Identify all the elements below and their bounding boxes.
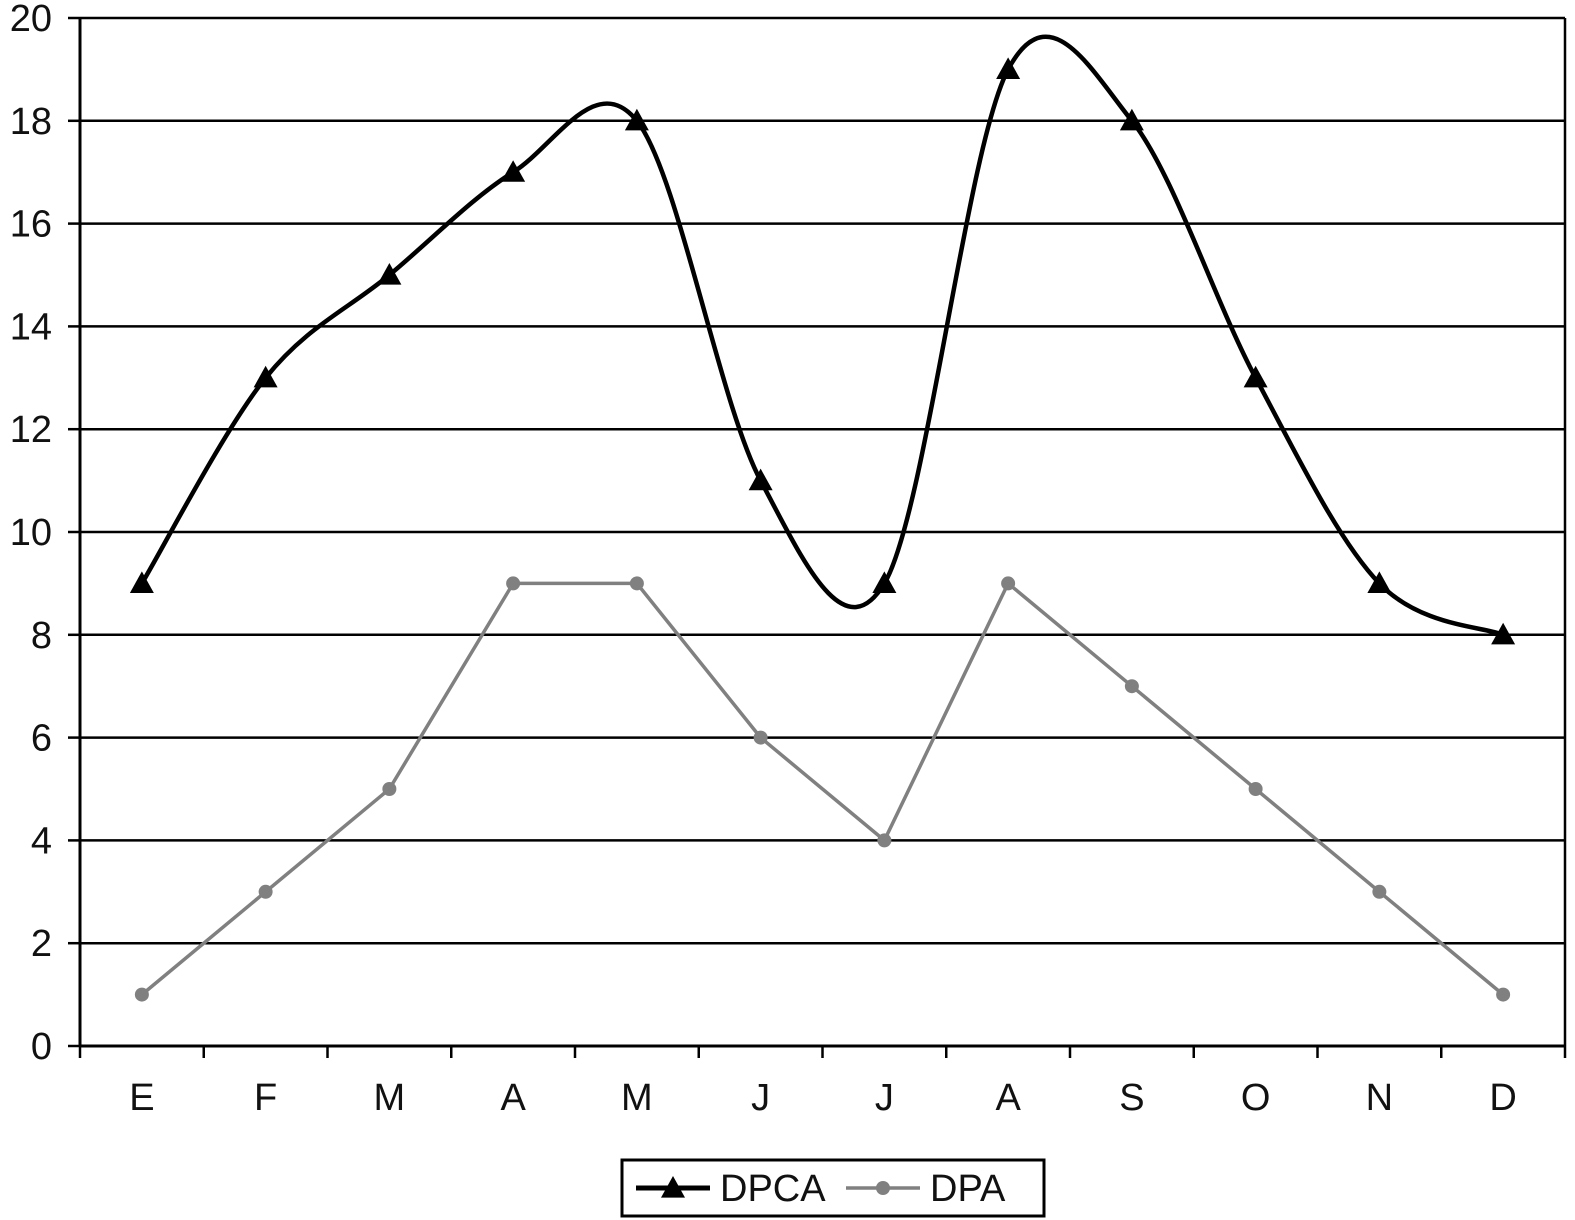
data-point-dpa: [382, 782, 397, 796]
legend-label-dpa: DPA: [930, 1168, 1006, 1210]
data-point-dpa: [1372, 884, 1387, 899]
series-dpa: [134, 576, 1511, 1002]
data-point-dpca: [624, 108, 649, 131]
y-tick-label: 0: [31, 1026, 52, 1068]
y-tick-label: 20: [10, 0, 52, 40]
grid-lines: [80, 16, 1565, 945]
data-point-dpa: [506, 576, 521, 591]
legend-label-dpca: DPCA: [720, 1168, 826, 1210]
x-tick-label: J: [875, 1077, 894, 1119]
data-point-dpa: [877, 833, 892, 848]
x-tick-label: J: [751, 1077, 770, 1119]
data-point-dpca: [501, 160, 526, 182]
data-point-dpa: [753, 730, 768, 745]
data-point-dpca: [1367, 571, 1392, 593]
data-point-dpca: [1243, 365, 1268, 388]
y-tick-label: 6: [31, 718, 52, 760]
x-tick-label: D: [1489, 1077, 1516, 1119]
data-point-dpca: [1119, 108, 1144, 131]
data-point-dpa: [1248, 782, 1263, 796]
series-dpca: [129, 34, 1516, 645]
x-tick-label: O: [1241, 1077, 1271, 1119]
data-point-dpa: [629, 576, 644, 591]
y-tick-label: 12: [10, 409, 52, 451]
data-point-dpca: [1491, 622, 1516, 645]
y-tick-label: 8: [31, 615, 52, 657]
data-point-dpca: [129, 571, 154, 593]
legend-item-dpca: DPCA: [636, 1168, 826, 1210]
x-tick-label: F: [254, 1077, 277, 1119]
data-point-dpa: [258, 884, 273, 899]
legend-marker-dpa: [876, 1181, 890, 1195]
axes: [68, 16, 1567, 1058]
y-tick-label: 2: [31, 923, 52, 965]
legend-marker-dpca: [661, 1176, 685, 1198]
y-tick-label: 10: [10, 512, 52, 554]
y-tick-labels: 0 2 4 6 8 10 12 14 16 18 20: [10, 0, 52, 1068]
data-point-dpca: [996, 57, 1021, 79]
x-tick-label: M: [621, 1077, 653, 1119]
data-point-dpca: [253, 365, 278, 388]
data-point-dpa: [1496, 987, 1511, 1002]
x-tick-label: N: [1366, 1077, 1393, 1119]
series: [129, 34, 1516, 1002]
data-point-dpca: [872, 571, 897, 593]
x-tick-label: M: [374, 1077, 406, 1119]
data-point-dpa: [1001, 576, 1016, 591]
y-tick-label: 16: [10, 204, 52, 246]
y-tick-label: 14: [10, 306, 52, 348]
legend-item-dpa: DPA: [846, 1168, 1006, 1210]
data-point-dpca: [748, 468, 773, 491]
x-tick-label: A: [500, 1077, 526, 1119]
y-tick-label: 18: [10, 101, 52, 143]
series-line-dpa: [140, 581, 1505, 997]
x-tick-label: S: [1119, 1077, 1144, 1119]
data-point-dpa: [134, 987, 149, 1002]
series-line-dpca: [139, 34, 1506, 638]
data-point-dpca: [377, 263, 402, 285]
y-tick-label: 4: [31, 820, 52, 862]
data-point-dpa: [1124, 679, 1139, 694]
x-tick-label: E: [129, 1077, 154, 1119]
x-tick-label: A: [995, 1077, 1021, 1119]
legend: DPCA DPA: [620, 1158, 1046, 1218]
